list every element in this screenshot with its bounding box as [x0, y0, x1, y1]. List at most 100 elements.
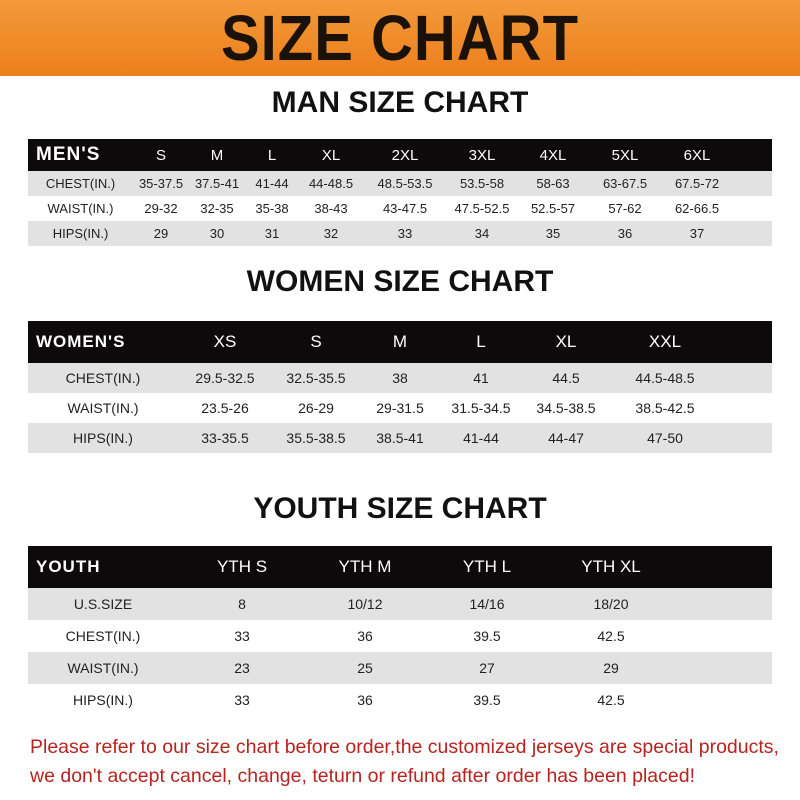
row-label: CHEST(IN.)	[28, 171, 133, 196]
table-cell: 33	[234, 692, 250, 708]
table-cell: 35-38	[255, 201, 289, 216]
table-cell: 29-32	[144, 201, 178, 216]
table-row: HIPS(IN.) 29 30 31 32 33 34 35 36 37	[28, 221, 772, 246]
table-label: MEN'S	[28, 139, 133, 171]
row-label: HIPS(IN.)	[28, 423, 178, 453]
table-cell: 36	[357, 628, 373, 644]
row-label: WAIST(IN.)	[47, 201, 114, 216]
table-row: WAIST(IN.) 23 25 27 29	[28, 652, 772, 684]
table-cell: 38.5-41	[360, 423, 440, 453]
table-row: HIPS(IN.) 33-35.5 35.5-38.5 38.5-41 41-44 44-…	[28, 423, 772, 453]
table-cell: 42.5	[597, 628, 625, 644]
table-cell: 34	[447, 221, 517, 246]
table-cell: 37.5-41	[189, 171, 245, 196]
table-row: WAIST(IN.) 23.5-26 26-29 29-31.5 31.5-34.5 34…	[28, 393, 772, 423]
table-cell: 47-50	[610, 423, 720, 453]
table-cell: 34.5-38.5	[536, 400, 596, 416]
table-cell: 41-44	[245, 171, 299, 196]
table-cell: 29.5-32.5	[178, 363, 272, 393]
table-cell: 33	[363, 221, 447, 246]
size-header: XXL	[610, 321, 720, 363]
size-header: YTH M	[306, 546, 424, 588]
table-label: YOUTH	[28, 546, 178, 588]
banner: SIZE CHART	[0, 0, 800, 76]
women-size-table: WOMEN'S XS S M L XL XXL CHEST(IN.) 29.5-32.5 32.5…	[28, 321, 772, 453]
table-cell: 35-37.5	[133, 171, 189, 196]
table-row: U.S.SIZE 8 10/12 14/16 18/20	[28, 588, 772, 620]
table-cell: 37	[661, 221, 733, 246]
youth-title: YOUTH SIZE CHART	[253, 492, 547, 525]
table-cell: 44.5	[522, 363, 610, 393]
table-cell: 38-43	[314, 201, 348, 216]
size-header: 5XL	[589, 139, 661, 171]
table-cell: 29-31.5	[376, 400, 424, 416]
row-label: WAIST(IN.)	[67, 400, 139, 416]
row-label: U.S.SIZE	[28, 588, 178, 620]
table-row: CHEST(IN.) 35-37.5 37.5-41 41-44 44-48.5 48.5…	[28, 171, 772, 196]
table-cell: 39.5	[473, 628, 501, 644]
size-header: YTH XL	[550, 546, 672, 588]
size-header: M	[360, 321, 440, 363]
women-header-row: WOMEN'S XS S M L XL XXL	[28, 321, 772, 363]
size-header: S	[272, 321, 360, 363]
table-cell: 67.5-72	[661, 171, 733, 196]
size-header: YTH S	[178, 546, 306, 588]
size-header: 6XL	[661, 139, 733, 171]
table-cell: 10/12	[306, 588, 424, 620]
row-label: HIPS(IN.)	[28, 221, 133, 246]
table-cell: 32	[299, 221, 363, 246]
table-cell: 36	[589, 221, 661, 246]
table-row: HIPS(IN.) 33 36 39.5 42.5	[28, 684, 772, 716]
table-cell: 38.5-42.5	[635, 400, 695, 416]
youth-size-table: YOUTH YTH S YTH M YTH L YTH XL U.S.SIZE 8 10/12…	[28, 546, 772, 716]
table-cell: 44-48.5	[299, 171, 363, 196]
table-cell: 33	[234, 628, 250, 644]
table-cell: 23	[178, 652, 306, 684]
size-header: 2XL	[363, 139, 447, 171]
row-label: HIPS(IN.)	[73, 692, 133, 708]
table-cell: 62-66.5	[674, 201, 720, 216]
men-size-table: MEN'S S M L XL 2XL 3XL 4XL 5XL 6XL CHEST(IN.) 35-37…	[28, 139, 772, 246]
table-cell: 44.5-48.5	[610, 363, 720, 393]
table-cell: 23.5-26	[201, 400, 249, 416]
table-cell: 33-35.5	[178, 423, 272, 453]
table-cell: 29	[550, 652, 672, 684]
table-cell: 53.5-58	[447, 171, 517, 196]
size-header: XS	[178, 321, 272, 363]
table-cell: 63-67.5	[589, 171, 661, 196]
table-cell: 47.5-52.5	[454, 201, 510, 216]
table-cell: 18/20	[550, 588, 672, 620]
table-cell: 35	[517, 221, 589, 246]
size-header: L	[440, 321, 522, 363]
size-header: 3XL	[447, 139, 517, 171]
size-header: XL	[299, 139, 363, 171]
table-cell: 52.5-57	[530, 201, 576, 216]
table-cell: 38	[360, 363, 440, 393]
table-row: CHEST(IN.) 33 36 39.5 42.5	[28, 620, 772, 652]
youth-header-row: YOUTH YTH S YTH M YTH L YTH XL	[28, 546, 772, 588]
main-title: SIZE CHART	[221, 2, 579, 75]
table-cell: 32-35	[200, 201, 234, 216]
row-label: WAIST(IN.)	[28, 652, 178, 684]
notice-line-2: we don't accept cancel, change, teturn o…	[30, 765, 695, 787]
table-cell: 39.5	[473, 692, 501, 708]
table-cell: 43-47.5	[382, 201, 428, 216]
men-title: MAN SIZE CHART	[271, 86, 529, 119]
table-cell: 26-29	[298, 400, 334, 416]
table-cell: 36	[357, 692, 373, 708]
table-cell: 30	[189, 221, 245, 246]
size-header: S	[133, 139, 189, 171]
table-cell: 35.5-38.5	[272, 423, 360, 453]
table-cell: 31.5-34.5	[451, 400, 511, 416]
table-label: WOMEN'S	[28, 321, 178, 363]
table-cell: 27	[424, 652, 550, 684]
table-cell: 29	[133, 221, 189, 246]
table-cell: 48.5-53.5	[363, 171, 447, 196]
table-cell: 58-63	[517, 171, 589, 196]
table-cell: 14/16	[424, 588, 550, 620]
notice-line-1: Please refer to our size chart before or…	[30, 736, 779, 758]
table-cell: 32.5-35.5	[272, 363, 360, 393]
women-title: WOMEN SIZE CHART	[246, 265, 554, 298]
table-row: CHEST(IN.) 29.5-32.5 32.5-35.5 38 41 44.5 44.5…	[28, 363, 772, 393]
men-header-row: MEN'S S M L XL 2XL 3XL 4XL 5XL 6XL	[28, 139, 772, 171]
